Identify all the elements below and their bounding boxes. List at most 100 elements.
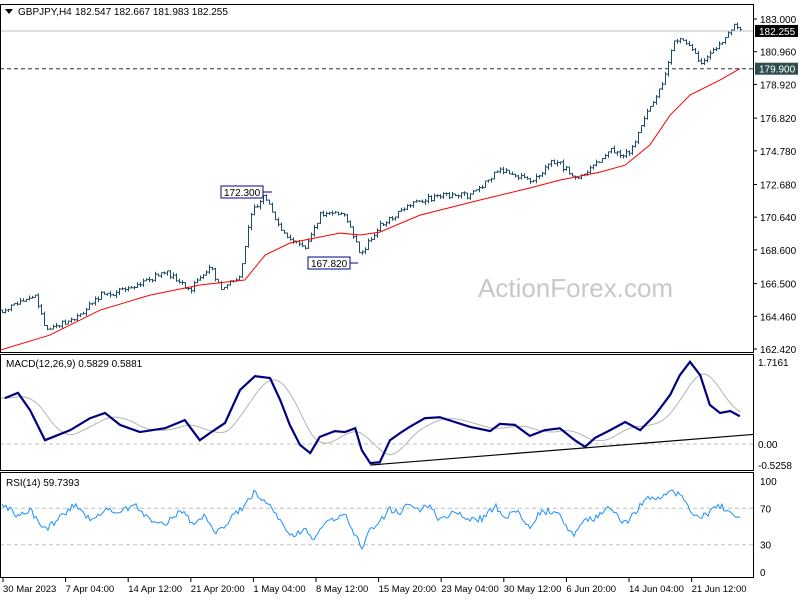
ohlc-bar xyxy=(316,222,319,230)
ohlc-bar xyxy=(538,174,541,179)
ohlc-bar xyxy=(214,267,217,282)
ohlc-bar xyxy=(226,284,229,290)
time-axis-label: 8 May 12:00 xyxy=(316,584,368,595)
price-axis-label: 168.600 xyxy=(760,246,797,257)
ohlc-bar xyxy=(439,194,442,199)
ohlc-bar xyxy=(595,159,598,167)
ohlc-bar xyxy=(424,198,427,205)
ohlc-bar xyxy=(580,174,583,180)
ohlc-bar xyxy=(271,202,274,213)
ohlc-bar xyxy=(211,266,214,271)
ohlc-bar xyxy=(256,204,259,208)
ohlc-bar xyxy=(526,176,529,180)
ohlc-bar xyxy=(364,247,367,255)
ohlc-bar xyxy=(679,37,682,44)
annotation-label: 167.820 xyxy=(311,259,348,270)
ohlc-bar xyxy=(520,172,523,180)
ohlc-bar xyxy=(10,304,13,312)
time-axis-label: 23 May 04:00 xyxy=(441,584,499,595)
level-price-label: 179.900 xyxy=(759,65,796,76)
rsi-panel-frame xyxy=(0,472,754,578)
ohlc-bar xyxy=(493,171,496,180)
ohlc-bar xyxy=(697,51,700,62)
chart-header-symbol: GBPJPY,H4 xyxy=(18,7,72,18)
ohlc-bar xyxy=(58,325,61,328)
ohlc-bar xyxy=(613,145,616,154)
ohlc-bar xyxy=(361,250,364,255)
annotation-label: 172.300 xyxy=(224,188,261,199)
ohlc-bar xyxy=(490,177,493,183)
ohlc-bar xyxy=(706,55,709,63)
ohlc-bar xyxy=(253,204,256,216)
time-axis-label: 30 May 12:00 xyxy=(504,584,562,595)
chart-header-ohlc: 182.547 182.667 181.983 182.255 xyxy=(75,7,228,18)
ohlc-bar xyxy=(169,270,172,279)
ohlc-bar xyxy=(475,189,478,192)
ohlc-bar xyxy=(304,245,307,250)
ohlc-bar xyxy=(565,166,568,171)
ohlc-bar xyxy=(631,144,634,155)
ohlc-bar xyxy=(340,211,343,215)
price-axis-label: 162.420 xyxy=(760,345,797,356)
ohlc-bar xyxy=(445,192,448,196)
ohlc-bar xyxy=(709,50,712,60)
ohlc-bar xyxy=(127,286,130,292)
ohlc-bar xyxy=(451,191,454,199)
macd-axis-label: 1.7161 xyxy=(758,358,789,369)
ohlc-bar xyxy=(655,94,658,105)
price-axis-label: 176.820 xyxy=(760,114,797,125)
ohlc-bar xyxy=(502,166,505,175)
ohlc-bar xyxy=(484,180,487,189)
ohlc-bar xyxy=(427,193,430,204)
ohlc-bar xyxy=(571,172,574,177)
ohlc-bar xyxy=(541,171,544,178)
ohlc-bar xyxy=(499,167,502,174)
ohlc-bar xyxy=(691,43,694,52)
ohlc-bar xyxy=(103,291,106,295)
ohlc-bar xyxy=(46,324,49,331)
ohlc-bar xyxy=(55,322,58,329)
ohlc-bar xyxy=(385,221,388,227)
time-axis-label: 1 May 04:00 xyxy=(253,584,305,595)
ohlc-bar xyxy=(76,313,79,322)
price-axis-label: 180.960 xyxy=(760,48,797,59)
ohlc-bar xyxy=(481,185,484,190)
ohlc-bar xyxy=(544,164,547,176)
ohlc-bar xyxy=(112,293,115,296)
ohlc-bar xyxy=(355,234,358,243)
ohlc-bar xyxy=(61,320,64,329)
ohlc-bar xyxy=(205,270,208,276)
ohlc-bar xyxy=(202,273,205,279)
ohlc-bar xyxy=(133,285,136,290)
ohlc-bar xyxy=(421,199,424,203)
price-axis-label: 164.460 xyxy=(760,312,797,323)
ohlc-bar xyxy=(319,211,322,225)
ohlc-bar xyxy=(568,166,571,175)
current-price-label: 182.255 xyxy=(759,27,796,38)
ohlc-bar xyxy=(466,192,469,200)
ohlc-bar xyxy=(166,270,169,276)
ohlc-bar xyxy=(247,224,250,248)
ohlc-bar xyxy=(622,154,625,159)
ohlc-bar xyxy=(139,282,142,287)
ohlc-bar xyxy=(505,167,508,174)
dropdown-triangle-icon[interactable] xyxy=(5,9,13,14)
ohlc-bar xyxy=(601,158,604,163)
ohlc-bar xyxy=(34,294,37,298)
price-axis-label: 178.920 xyxy=(760,80,797,91)
ohlc-bar xyxy=(88,301,91,310)
ohlc-bar xyxy=(307,238,310,249)
ohlc-bar xyxy=(736,22,739,30)
rsi-axis-label: 100 xyxy=(760,477,777,488)
macd-signal-line xyxy=(0,373,742,456)
ohlc-bar xyxy=(289,234,292,241)
ohlc-bar xyxy=(67,320,70,325)
ohlc-bar xyxy=(148,276,151,283)
ohlc-bar xyxy=(100,291,103,301)
ohlc-bar xyxy=(472,189,475,195)
ohlc-bar xyxy=(190,286,193,294)
ohlc-bar xyxy=(82,311,85,315)
ohlc-bar xyxy=(418,200,421,203)
ohlc-bar xyxy=(199,275,202,281)
ohlc-bar xyxy=(412,201,415,208)
